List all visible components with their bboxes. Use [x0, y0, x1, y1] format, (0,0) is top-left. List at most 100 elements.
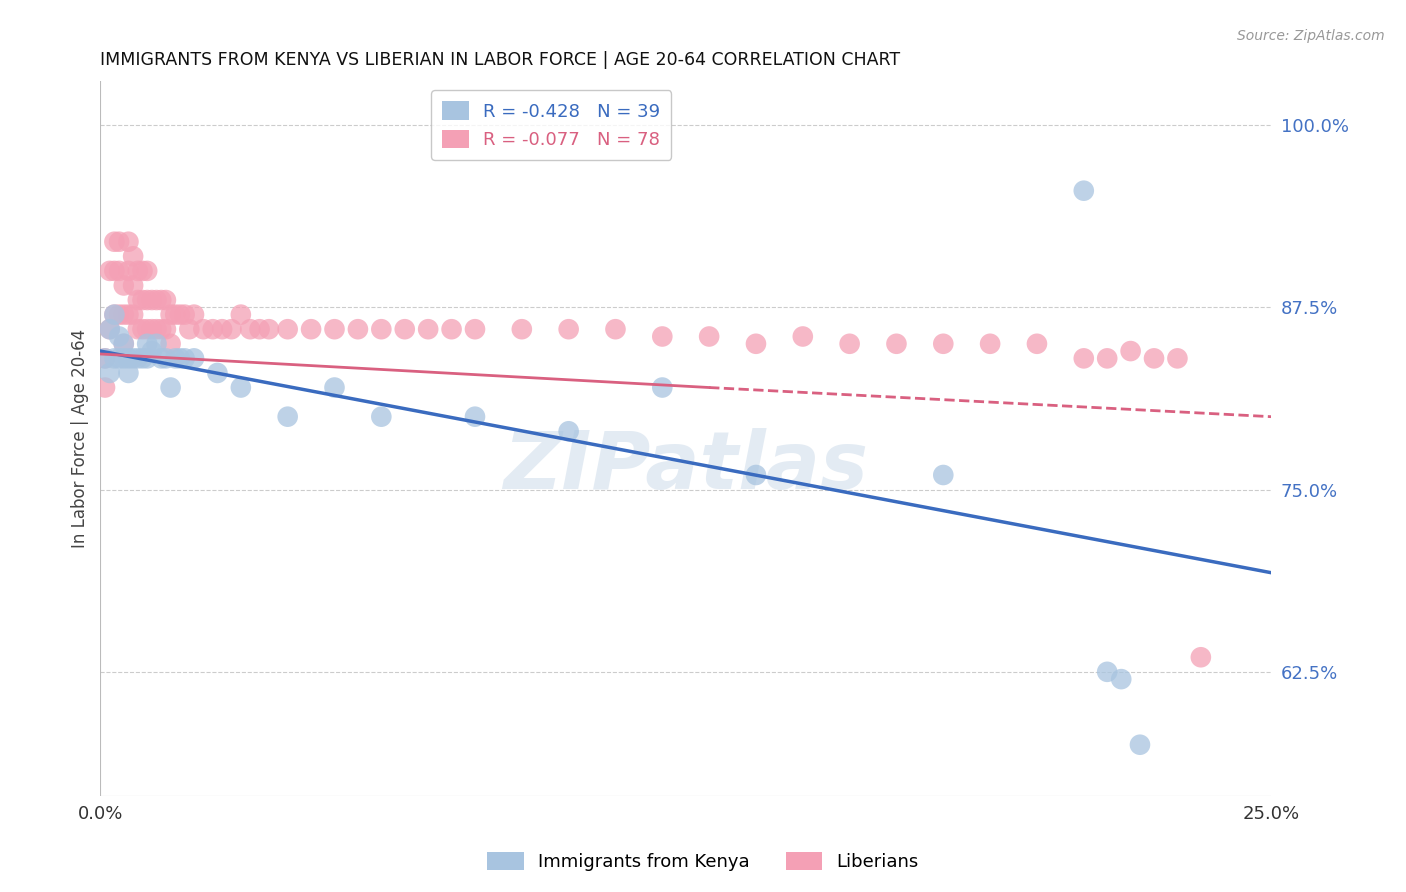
Point [183, 308, 205, 322]
Point [323, 380, 346, 394]
Point [150, 293, 173, 307]
Legend: Immigrants from Kenya, Liberians: Immigrants from Kenya, Liberians [481, 845, 925, 879]
Point [1143, 351, 1166, 366]
Point [131, 264, 153, 278]
Point [1026, 336, 1049, 351]
Point [173, 308, 195, 322]
Point [792, 329, 814, 343]
Point [103, 308, 125, 322]
Point [207, 366, 229, 380]
Point [464, 322, 486, 336]
Point [169, 351, 191, 366]
Point [193, 322, 215, 336]
Point [127, 351, 149, 366]
Point [277, 409, 299, 424]
Point [108, 308, 131, 322]
Point [1073, 351, 1095, 366]
Point [347, 322, 370, 336]
Point [122, 249, 145, 263]
Point [165, 308, 187, 322]
Point [136, 351, 159, 366]
Point [141, 293, 163, 307]
Point [131, 293, 153, 307]
Point [131, 351, 153, 366]
Point [651, 380, 673, 394]
Point [932, 468, 955, 483]
Point [131, 322, 153, 336]
Point [98, 366, 121, 380]
Point [108, 235, 131, 249]
Point [150, 351, 173, 366]
Y-axis label: In Labor Force | Age 20-64: In Labor Force | Age 20-64 [72, 329, 89, 548]
Point [886, 336, 908, 351]
Point [141, 322, 163, 336]
Point [1095, 665, 1118, 679]
Point [103, 351, 125, 366]
Point [370, 409, 392, 424]
Point [117, 366, 139, 380]
Point [1109, 672, 1132, 686]
Legend: R = -0.428   N = 39, R = -0.077   N = 78: R = -0.428 N = 39, R = -0.077 N = 78 [430, 90, 671, 160]
Point [112, 336, 135, 351]
Point [103, 308, 125, 322]
Point [557, 424, 579, 438]
Text: IMMIGRANTS FROM KENYA VS LIBERIAN IN LABOR FORCE | AGE 20-64 CORRELATION CHART: IMMIGRANTS FROM KENYA VS LIBERIAN IN LAB… [100, 51, 900, 69]
Point [169, 308, 191, 322]
Point [1073, 184, 1095, 198]
Point [1095, 351, 1118, 366]
Point [136, 322, 159, 336]
Point [108, 351, 131, 366]
Point [94, 380, 117, 394]
Point [1189, 650, 1212, 665]
Point [159, 308, 181, 322]
Point [1129, 738, 1152, 752]
Point [112, 278, 135, 293]
Point [122, 278, 145, 293]
Point [136, 264, 159, 278]
Point [112, 308, 135, 322]
Point [557, 322, 579, 336]
Point [249, 322, 271, 336]
Text: ZIPatlas: ZIPatlas [503, 428, 869, 506]
Point [464, 409, 486, 424]
Point [117, 351, 139, 366]
Point [98, 264, 121, 278]
Point [229, 308, 252, 322]
Point [117, 235, 139, 249]
Point [605, 322, 627, 336]
Point [145, 336, 167, 351]
Point [117, 308, 139, 322]
Point [108, 264, 131, 278]
Point [127, 293, 149, 307]
Point [112, 336, 135, 351]
Point [122, 308, 145, 322]
Point [159, 336, 181, 351]
Point [257, 322, 280, 336]
Point [98, 322, 121, 336]
Point [155, 293, 177, 307]
Point [145, 322, 167, 336]
Point [173, 351, 195, 366]
Point [745, 336, 768, 351]
Point [299, 322, 322, 336]
Point [745, 468, 768, 483]
Point [117, 264, 139, 278]
Point [370, 322, 392, 336]
Point [323, 322, 346, 336]
Point [838, 336, 860, 351]
Point [127, 322, 149, 336]
Text: Source: ZipAtlas.com: Source: ZipAtlas.com [1237, 29, 1385, 43]
Point [108, 329, 131, 343]
Point [103, 264, 125, 278]
Point [122, 351, 145, 366]
Point [112, 351, 135, 366]
Point [141, 344, 163, 359]
Point [183, 351, 205, 366]
Point [932, 336, 955, 351]
Point [201, 322, 224, 336]
Point [150, 322, 173, 336]
Point [155, 351, 177, 366]
Point [136, 336, 159, 351]
Point [98, 322, 121, 336]
Point [179, 322, 201, 336]
